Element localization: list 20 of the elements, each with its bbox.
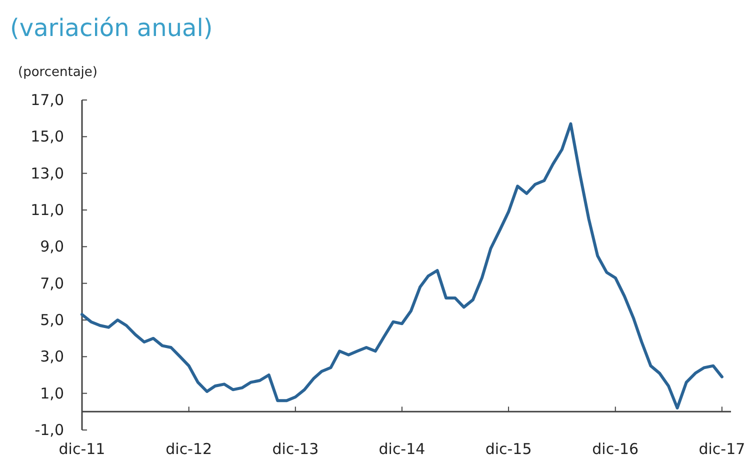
y-tick-label: -1,0	[34, 421, 64, 439]
y-tick-label: 3,0	[40, 348, 64, 366]
y-tick-label: 17,0	[30, 91, 64, 109]
x-tick-label: dic-14	[378, 440, 426, 458]
y-tick-label: 13,0	[30, 164, 64, 182]
y-tick-label: 7,0	[40, 274, 64, 292]
y-tick-label: 11,0	[30, 201, 64, 219]
x-tick-label: dic-16	[592, 440, 639, 458]
x-tick-label: dic-15	[485, 440, 532, 458]
y-tick-label: 15,0	[30, 128, 64, 146]
y-tick-label: 9,0	[40, 238, 64, 256]
x-tick-label: dic-11	[58, 440, 106, 458]
y-tick-label: 1,0	[40, 384, 64, 402]
x-tick-label: dic-17	[698, 440, 746, 458]
x-tick-label: dic-13	[272, 440, 319, 458]
chart-title: (variación anual)	[10, 14, 213, 42]
x-tick-label: dic-12	[166, 440, 212, 458]
y-tick-label: 5,0	[40, 311, 64, 329]
y-axis-title: (porcentaje)	[18, 65, 98, 80]
line-series	[80, 122, 724, 410]
